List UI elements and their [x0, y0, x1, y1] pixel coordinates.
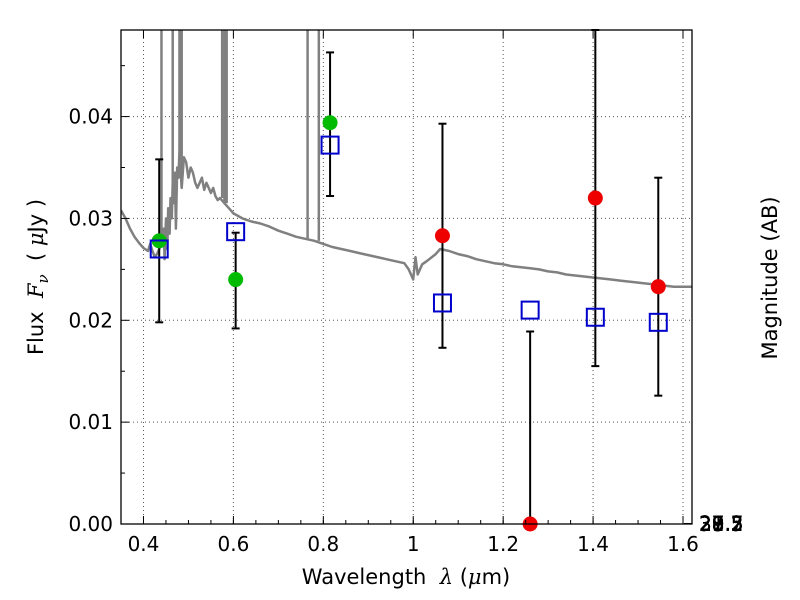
x-tick-label: 1.6 [667, 532, 699, 556]
green-point [228, 272, 244, 288]
x-axis-label-text: Wavelength [302, 565, 440, 589]
y2-tick-label: 27.7 [699, 512, 744, 536]
green-point [322, 115, 338, 131]
y-axis-label-nu: ν [34, 274, 52, 283]
model-spectrum [121, 30, 692, 288]
y2-tick-label: 27.5 [699, 512, 744, 536]
y-axis-label-open: ( [24, 246, 48, 274]
x-axis-label-mu: μ [468, 565, 482, 589]
square-point [320, 135, 340, 155]
red-point [587, 190, 603, 206]
x-tick-label: 1 [407, 532, 420, 556]
square-point [149, 239, 169, 259]
y2-tick-label: 31 [699, 512, 724, 536]
y2-tick-label: 28.2 [699, 512, 744, 536]
red-point [434, 228, 450, 244]
axis-ticks: 0.4 0.6 0.8 1 1.2 1.4 1.6 0.00 0.01 0.02 0.03 0.04 2… [68, 30, 744, 556]
y2-tick-label: 27.3 [699, 512, 744, 536]
square-point [432, 293, 452, 313]
x-axis-label-open: ( [453, 565, 468, 589]
x-tick-label: 0.4 [128, 532, 160, 556]
y2-tick-label: 28.5 [699, 512, 744, 536]
y-tick-label: 0.04 [68, 105, 113, 129]
y-tick-label: 0.01 [68, 410, 113, 434]
y-tick-label: 0.00 [68, 512, 113, 536]
x-axis-label-unit: m) [482, 565, 511, 589]
x-tick-label: 0.8 [307, 532, 339, 556]
square-point [648, 312, 668, 332]
plot-frame [120, 29, 693, 525]
x-tick-label: 0.6 [217, 532, 249, 556]
y-axis-label: Flux Fν ( μJy ) [24, 199, 52, 355]
square-point [520, 300, 540, 320]
model-spectrum-line [121, 150, 692, 288]
y-axis-label-text: Flux [24, 298, 48, 355]
x-axis-label-lambda: λ [439, 565, 453, 589]
y2-tick-label: 27.2 [699, 512, 744, 536]
y-axis-label-unit: Jy ) [24, 199, 48, 235]
x-tick-label: 1.4 [577, 532, 609, 556]
y-tick-label: 0.02 [68, 308, 113, 332]
y2-axis-label: Magnitude (AB) [758, 196, 782, 359]
x-axis-label: Wavelength λ (μm) [302, 565, 510, 589]
y2-tick-label: 30 [699, 512, 724, 536]
y-axis-label-mu: μ [24, 232, 48, 246]
red-point [650, 279, 666, 295]
y2-tick-label: 29.5 [699, 512, 744, 536]
y-tick-label: 0.03 [68, 206, 113, 230]
x-tick-label: 1.2 [487, 532, 519, 556]
y2-tick-label: 29 [699, 512, 724, 536]
square-point [226, 222, 246, 242]
y2-tick-label: 28 [699, 512, 724, 536]
square-point [585, 307, 605, 327]
y-axis-label-f: F [24, 282, 48, 299]
